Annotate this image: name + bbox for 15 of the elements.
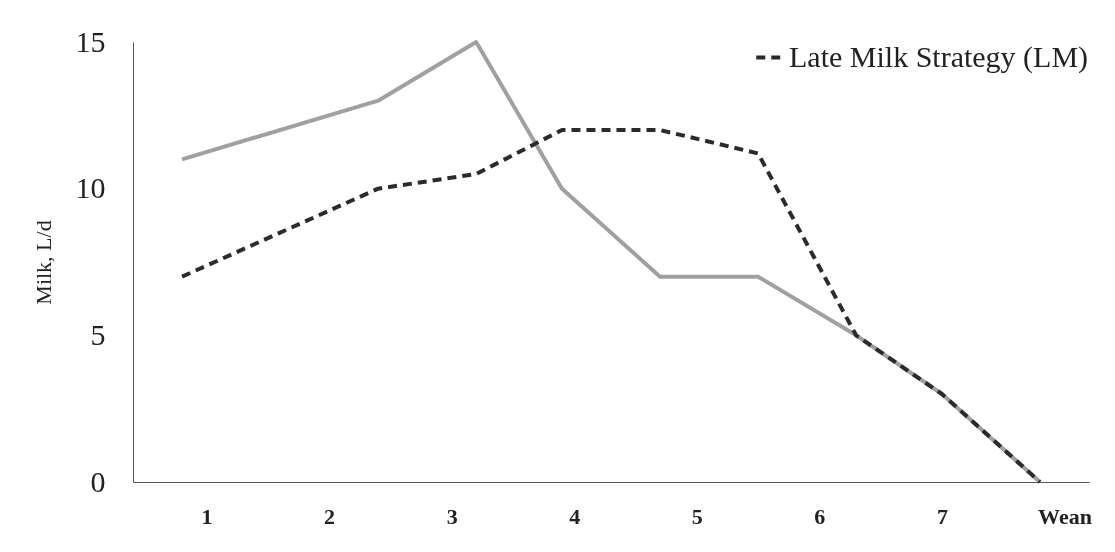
- x-tick-label: 4: [569, 503, 581, 529]
- x-tick-label: 1: [201, 503, 213, 529]
- x-tick-label: 7: [936, 503, 948, 529]
- y-axis-title: Milk, L/d: [30, 220, 56, 305]
- x-tick-label: 3: [446, 503, 458, 529]
- y-tick-label: 0: [90, 464, 106, 498]
- y-tick-label: 10: [75, 171, 106, 205]
- y-tick-label: 15: [75, 24, 106, 58]
- x-tick-label: 5: [691, 503, 703, 529]
- x-tick-label: 6: [814, 503, 826, 529]
- x-tick-label: Wean: [1038, 503, 1092, 529]
- x-tick-label: 2: [324, 503, 336, 529]
- line-series: [180, 128, 1042, 484]
- y-tick-label: 5: [90, 317, 106, 351]
- legend-label: Late Milk Strategy (LM): [789, 39, 1089, 74]
